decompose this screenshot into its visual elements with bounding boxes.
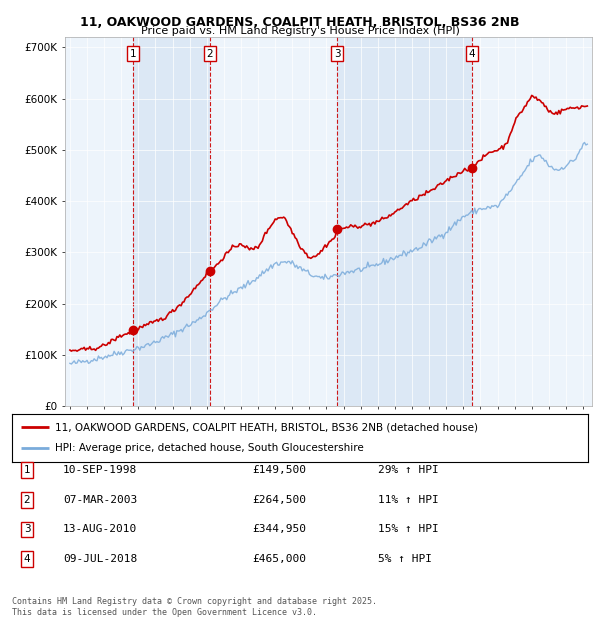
Text: 2: 2 (206, 49, 213, 59)
Text: 4: 4 (23, 554, 31, 564)
Text: £149,500: £149,500 (252, 465, 306, 475)
Bar (337, 37, 472, 406)
Text: 07-MAR-2003: 07-MAR-2003 (63, 495, 137, 505)
Text: 3: 3 (334, 49, 340, 59)
Text: 09-JUL-2018: 09-JUL-2018 (63, 554, 137, 564)
Text: 1: 1 (23, 465, 31, 475)
Text: 11% ↑ HPI: 11% ↑ HPI (378, 495, 439, 505)
Text: 13-AUG-2010: 13-AUG-2010 (63, 525, 137, 534)
Text: 11, OAKWOOD GARDENS, COALPIT HEATH, BRISTOL, BS36 2NB (detached house): 11, OAKWOOD GARDENS, COALPIT HEATH, BRIS… (55, 422, 478, 432)
Text: 15% ↑ HPI: 15% ↑ HPI (378, 525, 439, 534)
Text: Price paid vs. HM Land Registry's House Price Index (HPI): Price paid vs. HM Land Registry's House … (140, 26, 460, 36)
Text: 4: 4 (469, 49, 476, 59)
Text: 11, OAKWOOD GARDENS, COALPIT HEATH, BRISTOL, BS36 2NB: 11, OAKWOOD GARDENS, COALPIT HEATH, BRIS… (80, 16, 520, 29)
Text: 3: 3 (23, 525, 31, 534)
Text: 2: 2 (23, 495, 31, 505)
Bar (133, 37, 210, 406)
Bar (472, 37, 592, 406)
Text: 1: 1 (130, 49, 136, 59)
Bar (65, 37, 133, 406)
Text: Contains HM Land Registry data © Crown copyright and database right 2025.
This d: Contains HM Land Registry data © Crown c… (12, 598, 377, 617)
Text: £264,500: £264,500 (252, 495, 306, 505)
Text: 10-SEP-1998: 10-SEP-1998 (63, 465, 137, 475)
Text: £465,000: £465,000 (252, 554, 306, 564)
Bar (210, 37, 337, 406)
Text: £344,950: £344,950 (252, 525, 306, 534)
Text: HPI: Average price, detached house, South Gloucestershire: HPI: Average price, detached house, Sout… (55, 443, 364, 453)
Text: 29% ↑ HPI: 29% ↑ HPI (378, 465, 439, 475)
Text: 5% ↑ HPI: 5% ↑ HPI (378, 554, 432, 564)
